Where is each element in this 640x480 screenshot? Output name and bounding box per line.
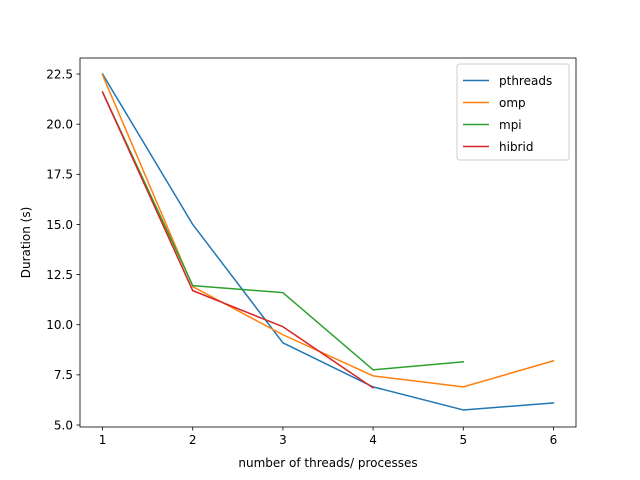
x-tick-label: 6 <box>550 433 558 447</box>
y-tick-label: 5.0 <box>54 418 73 432</box>
y-tick-label: 17.5 <box>46 168 73 182</box>
legend-label-mpi: mpi <box>499 118 522 132</box>
x-tick-label: 1 <box>99 433 107 447</box>
x-axis-label: number of threads/ processes <box>238 456 417 470</box>
x-tick-label: 5 <box>459 433 467 447</box>
y-tick-label: 10.0 <box>46 318 73 332</box>
legend-label-hibrid: hibrid <box>499 140 533 154</box>
y-tick-label: 20.0 <box>46 117 73 131</box>
y-tick-label: 7.5 <box>54 368 73 382</box>
x-tick-label: 2 <box>189 433 197 447</box>
legend-label-omp: omp <box>499 96 526 110</box>
y-tick-label: 15.0 <box>46 218 73 232</box>
y-tick-label: 12.5 <box>46 268 73 282</box>
y-axis-label: Duration (s) <box>19 207 33 279</box>
y-tick-label: 22.5 <box>46 67 73 81</box>
x-tick-label: 4 <box>369 433 377 447</box>
legend-label-pthreads: pthreads <box>499 74 552 88</box>
legend: pthreads omp mpi hibrid <box>457 64 569 160</box>
x-tick-label: 3 <box>279 433 287 447</box>
